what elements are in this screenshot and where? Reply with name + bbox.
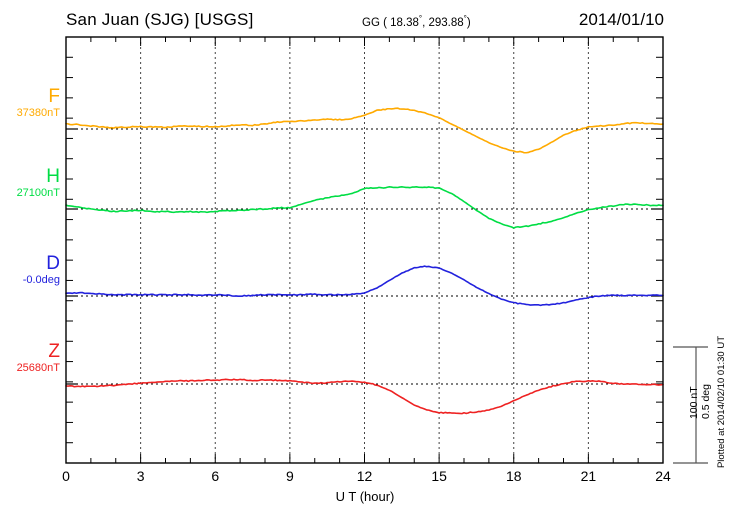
- scale-bar-line-1: 100 nT: [688, 386, 700, 420]
- component-name-F: F: [48, 86, 60, 107]
- scale-bar: [673, 346, 708, 464]
- trace-F: [65, 107, 664, 154]
- xtick-label-15: 15: [431, 468, 447, 484]
- coords-mid: , 293.88: [422, 17, 464, 29]
- xtick-label-24: 24: [655, 468, 671, 484]
- component-baseline-F: 37380nT: [16, 107, 60, 119]
- component-label-F: F 37380nT: [0, 87, 60, 120]
- degree-symbol-lon: °: [463, 14, 467, 23]
- xtick-label-12: 12: [356, 468, 373, 484]
- component-baseline-D: -0.0deg: [22, 274, 60, 286]
- coords-prefix: GG ( 18.38: [362, 17, 419, 29]
- component-name-D: D: [46, 253, 60, 274]
- xtick-label-21: 21: [580, 468, 597, 484]
- xtick-label-9: 9: [285, 468, 294, 484]
- scale-bar-label: 100 nT 0.5 deg: [688, 384, 712, 419]
- axis-ticks-layer: [65, 36, 664, 464]
- component-name-Z: Z: [48, 341, 60, 362]
- x-axis-title: U T (hour): [335, 489, 395, 504]
- xtick-label-6: 6: [211, 468, 220, 484]
- component-label-H: H 27100nT: [0, 167, 60, 200]
- scale-bar-line-2: 0.5 deg: [700, 384, 712, 420]
- traces-layer: [65, 107, 664, 415]
- component-baseline-H: 27100nT: [16, 187, 60, 199]
- coords-suffix: ): [466, 17, 471, 29]
- station-title: San Juan (SJG) [USGS]: [66, 10, 254, 29]
- xtick-label-0: 0: [62, 468, 70, 484]
- component-name-H: H: [46, 166, 60, 187]
- xtick-label-3: 3: [136, 468, 145, 484]
- plotted-at-label: Plotted at 2014/02/10 01:30 UT: [716, 336, 727, 469]
- component-baseline-Z: 25680nT: [16, 362, 60, 374]
- trace-D: [65, 265, 664, 307]
- trace-Z: [65, 378, 664, 415]
- degree-symbol-lat: °: [418, 14, 423, 23]
- observation-date: 2014/01/10: [578, 10, 664, 29]
- trace-H: [65, 186, 664, 229]
- plot-frame: [65, 36, 664, 464]
- component-label-Z: Z 25680nT: [0, 342, 60, 375]
- plot-area: [65, 36, 708, 464]
- magnetogram-plot: [65, 36, 708, 464]
- geographic-coordinates: GG ( 18.38°, 293.88°): [362, 14, 471, 29]
- grid-layer: [140, 37, 589, 463]
- xtick-label-18: 18: [505, 468, 522, 484]
- component-label-D: D -0.0deg: [0, 254, 60, 287]
